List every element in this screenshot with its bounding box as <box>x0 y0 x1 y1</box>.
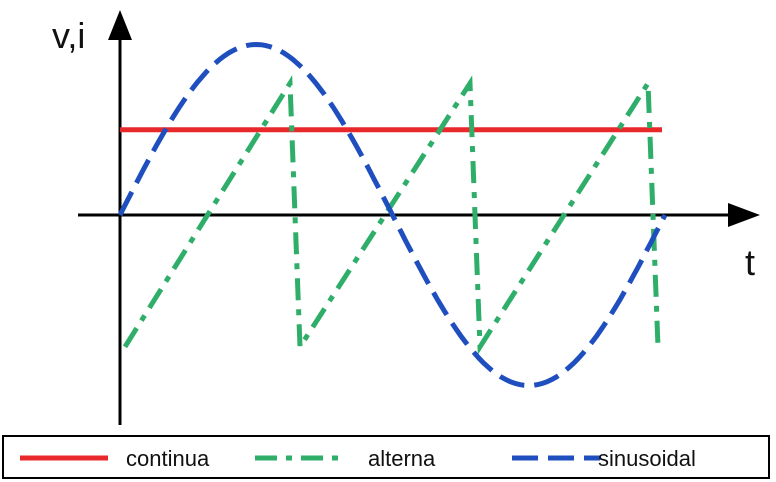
x-axis-arrow <box>728 203 760 227</box>
legend-label-sinusoidal: sinusoidal <box>598 446 696 471</box>
legend-label-alterna: alterna <box>368 446 436 471</box>
series-line-alterna <box>122 75 661 355</box>
y-axis-label: v,i <box>52 15 85 56</box>
legend-box <box>2 435 770 479</box>
legend-label-continua: continua <box>126 446 210 471</box>
series-line-sinusoidal <box>117 41 668 389</box>
y-axis-arrow <box>108 10 132 40</box>
x-axis-label: t <box>745 242 755 283</box>
